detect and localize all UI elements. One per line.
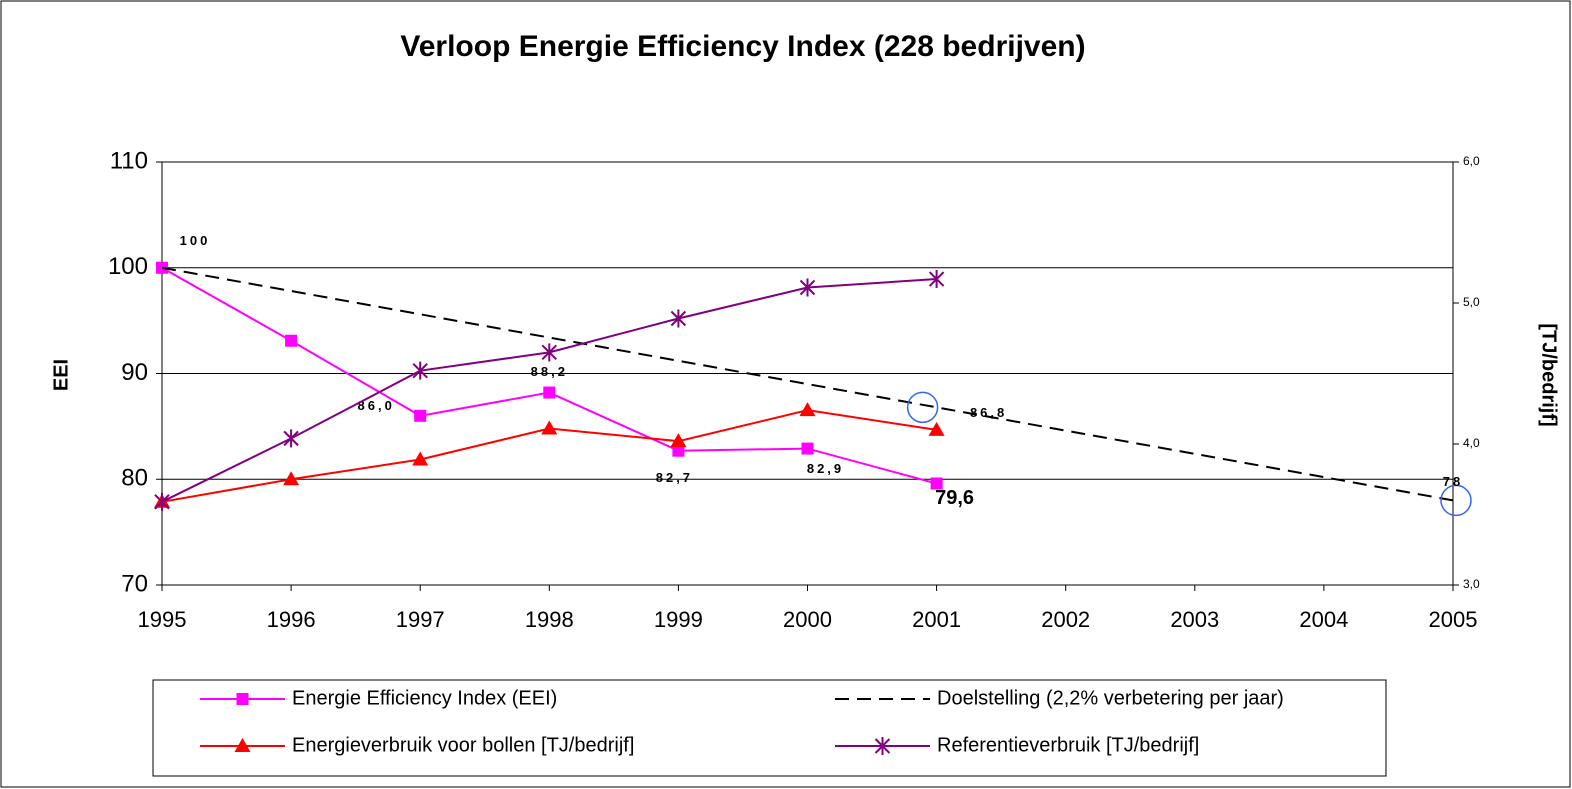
marker (930, 477, 943, 490)
marker (670, 309, 687, 328)
legend-label: Doelstelling (2,2% verbetering per jaar) (937, 687, 1284, 709)
x-tick-label: 1995 (138, 607, 187, 632)
data-label: 82,7 (656, 470, 693, 485)
x-tick-label: 2005 (1429, 607, 1478, 632)
highlight-ring (1440, 484, 1472, 517)
marker (799, 278, 816, 297)
marker (414, 409, 427, 422)
marker (874, 737, 891, 755)
marker (412, 361, 428, 380)
y2-tick-label: 4,0 (1463, 436, 1480, 450)
data-label: 88,2 (531, 364, 568, 379)
marker (283, 471, 300, 486)
legend-label: Energieverbruik voor bollen [TJ/bedrijf] (292, 734, 634, 756)
marker (928, 421, 945, 436)
marker (154, 492, 170, 511)
y2-tick-label: 5,0 (1463, 295, 1480, 309)
marker (412, 451, 429, 466)
y-tick-label: 70 (121, 570, 148, 597)
marker (283, 429, 299, 448)
y-tick-label: 80 (121, 465, 148, 492)
x-tick-label: 2000 (783, 607, 832, 632)
marker (801, 442, 814, 455)
marker (799, 402, 816, 417)
marker (928, 270, 945, 289)
y2-tick-label: 3,0 (1463, 577, 1480, 591)
marker (672, 444, 685, 457)
marker (543, 386, 556, 399)
legend-label: Energie Efficiency Index (EEI) (292, 687, 557, 709)
data-label: 79,6 (935, 487, 974, 509)
x-tick-label: 2002 (1041, 607, 1090, 632)
marker (234, 738, 251, 752)
marker (236, 693, 249, 705)
data-label: 86,0 (358, 398, 395, 413)
legend-label: Referentieverbruik [TJ/bedrijf] (937, 734, 1199, 756)
marker (285, 334, 298, 347)
marker (670, 433, 687, 448)
x-tick-label: 2001 (912, 607, 961, 632)
x-tick-label: 2004 (1299, 607, 1348, 632)
data-label: 86,8 (970, 405, 1007, 420)
y2-axis-label: [TJ/bedrijf] (1538, 323, 1560, 426)
legend-box (152, 679, 1387, 777)
x-tick-label: 1999 (654, 607, 703, 632)
data-label: 82,9 (807, 461, 844, 476)
data-label: 78 (1443, 474, 1463, 489)
x-tick-label: 1998 (525, 607, 574, 632)
y2-tick-label: 6,0 (1463, 154, 1480, 168)
y-axis-label: EEI (50, 359, 72, 391)
highlight-ring (906, 391, 939, 424)
y-tick-label: 100 (108, 253, 148, 280)
y-tick-label: 110 (110, 147, 148, 174)
data-label: 100 (180, 233, 211, 248)
chart-title: Verloop Energie Efficiency Index (228 be… (400, 30, 1085, 63)
y-tick-label: 90 (121, 359, 148, 386)
x-tick-label: 1997 (396, 607, 445, 632)
x-tick-label: 2003 (1170, 607, 1219, 632)
x-tick-label: 1996 (267, 607, 316, 632)
marker (541, 343, 558, 362)
marker (541, 420, 558, 435)
